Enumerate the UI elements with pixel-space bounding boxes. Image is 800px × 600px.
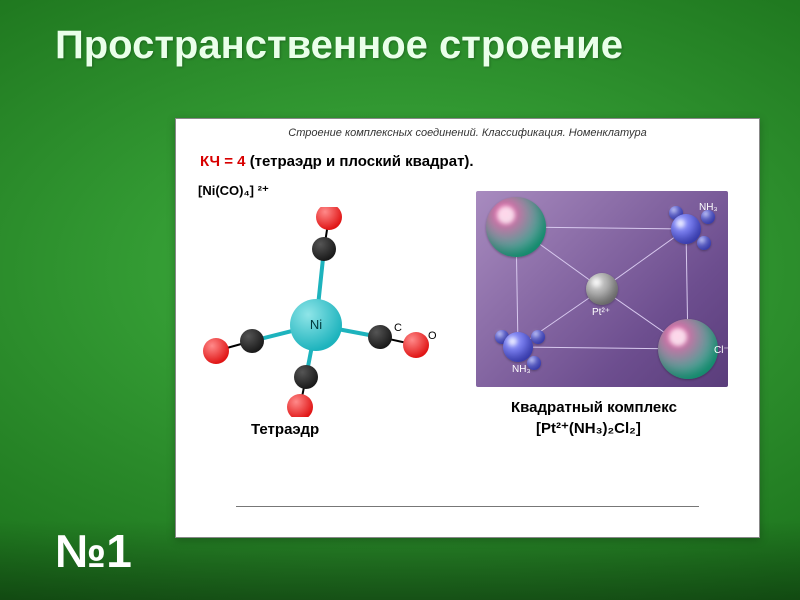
ammonia-n-sphere [671,214,701,244]
kch-value: КЧ = 4 [200,153,250,170]
ammonia-label: NH₃ [512,364,531,375]
square-caption-line2: [Pt²⁺(NH₃)₂Cl₂] [536,419,641,437]
tetrahedron-formula: [Ni(CO)₄] ²⁺ [198,183,269,199]
platinum-label: Pt²⁺ [592,307,610,318]
slide-number: №1 [55,524,132,578]
svg-text:O: O [428,330,437,342]
coordination-number-line: КЧ = 4 (тетраэдр и плоский квадрат). [200,153,474,170]
slide-title: Пространственное строение [55,22,623,68]
panel-divider [236,506,699,507]
chlorine-sphere [658,319,718,379]
slide-root: Пространственное строение №1 Строение ко… [0,0,800,600]
svg-text:Ni: Ni [310,317,322,332]
tetrahedron-caption: Тетраэдр [251,421,319,438]
tetrahedron-molecule: Ni C O [196,207,456,417]
chlorine-sphere [486,197,546,257]
panel-subheader: Строение комплексных соединений. Классиф… [176,127,759,139]
content-panel: Строение комплексных соединений. Классиф… [175,118,760,538]
ammonia-label: NH₃ [699,202,718,213]
platinum-center [586,273,618,305]
square-planar-panel: Cl⁻Cl⁻NH₃NH₃Pt²⁺ [476,191,728,387]
ammonia-h-sphere [531,330,545,344]
chlorine-label: Cl⁻ [714,345,729,356]
kch-geometry-list: (тетраэдр и плоский квадрат). [250,153,474,170]
ammonia-n-sphere [503,332,533,362]
chlorine-label: Cl⁻ [506,183,521,194]
square-caption-line1: Квадратный комплекс [511,399,677,416]
svg-text:C: C [394,322,402,334]
ammonia-h-sphere [697,236,711,250]
